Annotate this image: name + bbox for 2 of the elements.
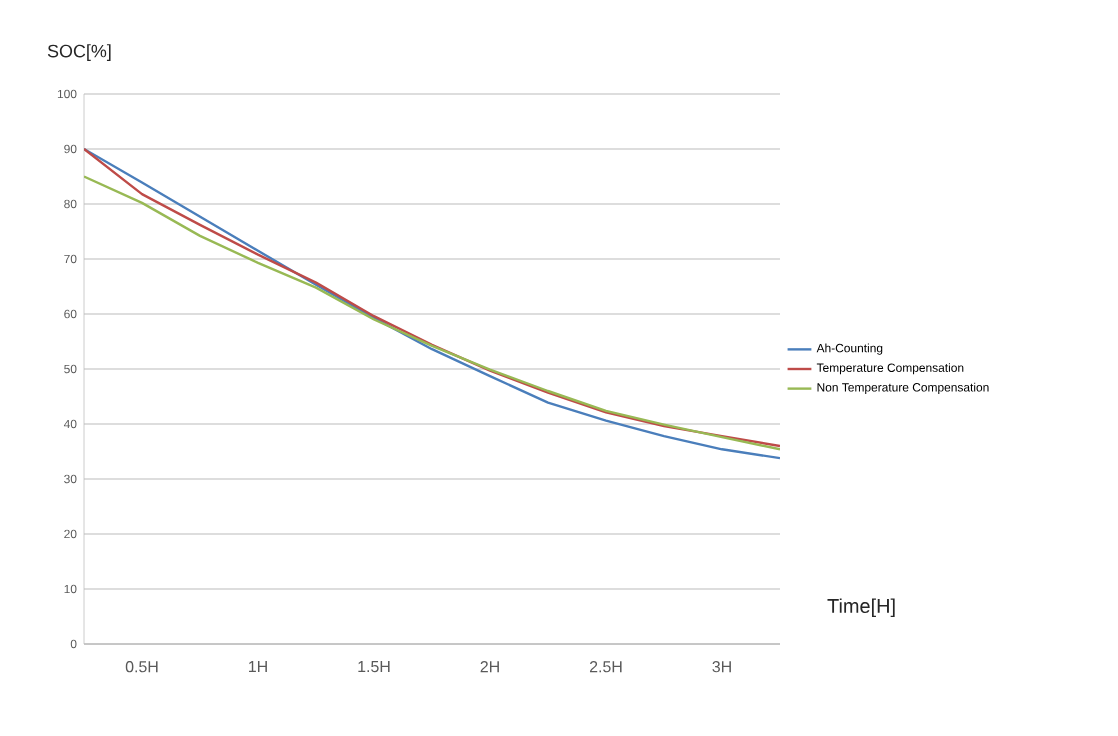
y-axis-title: SOC[%] — [47, 44, 111, 61]
x-axis-title: Time[H] — [827, 598, 895, 617]
